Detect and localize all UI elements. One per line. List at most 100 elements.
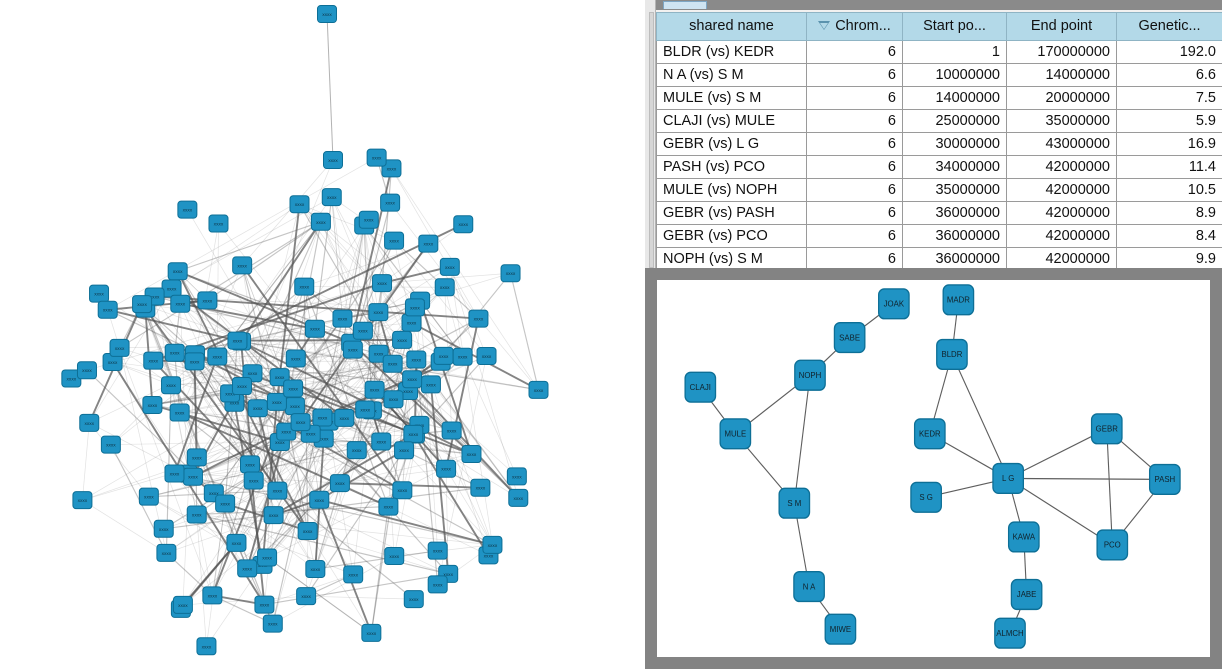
full-network-node[interactable]: XXXX xyxy=(227,331,248,350)
full-network-node[interactable]: XXXX xyxy=(305,560,326,579)
table-body[interactable]: BLDR (vs) KEDR 6 1 170000000 192.0 N A (vs) S… xyxy=(656,40,1222,268)
full-network-node[interactable]: XXXX xyxy=(207,347,228,366)
node-shape[interactable] xyxy=(142,395,163,414)
full-network-node[interactable]: XXXX xyxy=(232,256,253,275)
node-shape[interactable] xyxy=(334,408,355,427)
table-cell-genetic[interactable]: 8.4 xyxy=(1116,224,1222,248)
table-cell-genetic[interactable]: 9.9 xyxy=(1116,247,1222,268)
node-shape[interactable] xyxy=(317,5,337,23)
full-network-node[interactable]: XXXX xyxy=(169,403,190,422)
full-network-panel[interactable]: XXXX XXXX XXXX XXXX XXXX XXXX XXXX XXXX XXXX XXXX… xyxy=(0,0,645,669)
node-shape[interactable] xyxy=(371,432,392,451)
full-network-node[interactable]: XXXX xyxy=(427,541,448,560)
full-network-node[interactable]: XXXX xyxy=(156,543,177,562)
full-network-node[interactable]: XXXX xyxy=(231,377,252,396)
full-network-node[interactable]: XXXX xyxy=(177,200,198,219)
full-network-node[interactable]: XXXX xyxy=(296,587,317,606)
node-shape[interactable] xyxy=(913,418,946,450)
node-shape[interactable] xyxy=(434,278,455,297)
node-shape[interactable] xyxy=(304,319,325,338)
node-shape[interactable] xyxy=(403,424,424,443)
node-shape[interactable] xyxy=(197,291,218,310)
node-shape[interactable] xyxy=(346,441,367,460)
node-shape[interactable] xyxy=(170,294,191,313)
node-shape[interactable] xyxy=(343,565,364,584)
full-network-node[interactable]: XXXX xyxy=(334,408,355,427)
node-shape[interactable] xyxy=(352,321,373,340)
node-shape[interactable] xyxy=(1010,578,1043,611)
node-shape[interactable] xyxy=(361,623,382,642)
full-network-node[interactable]: XXXX xyxy=(170,294,191,313)
subnetwork-edge[interactable] xyxy=(1106,428,1113,545)
full-network-node[interactable]: XXXX xyxy=(323,151,343,169)
full-network-node[interactable]: XXXX xyxy=(161,376,182,395)
full-network-node[interactable]: XXXX xyxy=(371,432,392,451)
full-network-node[interactable]: XXXX xyxy=(289,195,310,214)
full-network-node[interactable]: XXXX xyxy=(358,210,379,229)
full-network-node[interactable]: XXXX xyxy=(420,375,441,394)
table-cell-end_point[interactable]: 42000000 xyxy=(1006,201,1117,225)
node-shape[interactable] xyxy=(172,595,193,614)
table-cell-start_point[interactable]: 25000000 xyxy=(902,109,1007,133)
full-network-node[interactable]: XXXX xyxy=(109,338,130,357)
subnetwork-panel[interactable]: JOAK MADR SABE BLDR NOPH CLAJI GEBR KEDR MULE L G… xyxy=(645,268,1222,669)
node-shape[interactable] xyxy=(719,418,752,450)
node-shape[interactable] xyxy=(383,390,404,409)
node-shape[interactable] xyxy=(289,195,310,214)
subnetwork-node[interactable]: KEDR xyxy=(913,418,946,450)
table-cell-chromosome[interactable]: 6 xyxy=(806,132,903,156)
node-shape[interactable] xyxy=(254,595,275,614)
full-network-node[interactable]: XXXX xyxy=(167,262,188,281)
node-shape[interactable] xyxy=(290,413,311,432)
full-network-node[interactable]: XXXX xyxy=(283,379,304,398)
table-row[interactable]: MULE (vs) NOPH 6 35000000 42000000 10.5 xyxy=(656,178,1222,202)
table-cell-shared_name[interactable]: GEBR (vs) PCO xyxy=(656,224,807,248)
node-shape[interactable] xyxy=(247,399,268,418)
node-shape[interactable] xyxy=(332,309,353,328)
table-cell-chromosome[interactable]: 6 xyxy=(806,40,903,64)
node-shape[interactable] xyxy=(441,421,462,440)
table-cell-end_point[interactable]: 20000000 xyxy=(1006,86,1117,110)
full-network-node[interactable]: XXXX xyxy=(243,471,264,490)
table-cell-start_point[interactable]: 14000000 xyxy=(902,86,1007,110)
full-network-node[interactable]: XXXX xyxy=(290,413,311,432)
node-shape[interactable] xyxy=(97,300,118,319)
full-network-node[interactable]: XXXX xyxy=(366,148,387,167)
node-shape[interactable] xyxy=(1148,463,1181,495)
full-network-node[interactable]: XXXX xyxy=(182,467,203,486)
full-network-node[interactable]: XXXX xyxy=(403,424,424,443)
full-network-node[interactable]: XXXX xyxy=(470,478,491,497)
node-shape[interactable] xyxy=(366,148,387,167)
full-network-node[interactable]: XXXX xyxy=(321,188,342,207)
full-network-node[interactable]: XXXX xyxy=(72,491,93,510)
node-shape[interactable] xyxy=(207,347,228,366)
subnetwork-canvas[interactable]: JOAK MADR SABE BLDR NOPH CLAJI GEBR KEDR MULE L G… xyxy=(657,280,1210,657)
table-cell-chromosome[interactable]: 6 xyxy=(806,86,903,110)
full-network-node[interactable]: XXXX xyxy=(186,505,207,524)
column-header-start-point[interactable]: Start po... xyxy=(902,12,1007,41)
node-shape[interactable] xyxy=(402,370,423,389)
table-cell-end_point[interactable]: 42000000 xyxy=(1006,155,1117,179)
subnetwork-node[interactable]: MIWE xyxy=(824,613,857,645)
full-network-node[interactable]: XXXX xyxy=(383,390,404,409)
node-shape[interactable] xyxy=(936,338,968,370)
table-cell-end_point[interactable]: 170000000 xyxy=(1006,40,1117,64)
table-cell-end_point[interactable]: 43000000 xyxy=(1006,132,1117,156)
node-shape[interactable] xyxy=(476,347,497,366)
full-network-node[interactable]: XXXX xyxy=(476,347,497,366)
table-cell-start_point[interactable]: 36000000 xyxy=(902,224,1007,248)
node-shape[interactable] xyxy=(76,361,97,380)
table-row[interactable]: MULE (vs) S M 6 14000000 20000000 7.5 xyxy=(656,86,1222,110)
node-shape[interactable] xyxy=(355,400,376,419)
full-network-node[interactable]: XXXX xyxy=(453,215,474,234)
full-network-node[interactable]: XXXX xyxy=(342,340,363,359)
full-network-node[interactable]: XXXX xyxy=(285,349,306,368)
full-network-node[interactable]: XXXX xyxy=(263,506,284,525)
node-shape[interactable] xyxy=(778,487,811,519)
node-shape[interactable] xyxy=(296,587,317,606)
node-shape[interactable] xyxy=(312,408,333,427)
node-shape[interactable] xyxy=(406,350,427,369)
node-shape[interactable] xyxy=(109,338,130,357)
table-cell-genetic[interactable]: 192.0 xyxy=(1116,40,1222,64)
node-shape[interactable] xyxy=(132,295,153,314)
